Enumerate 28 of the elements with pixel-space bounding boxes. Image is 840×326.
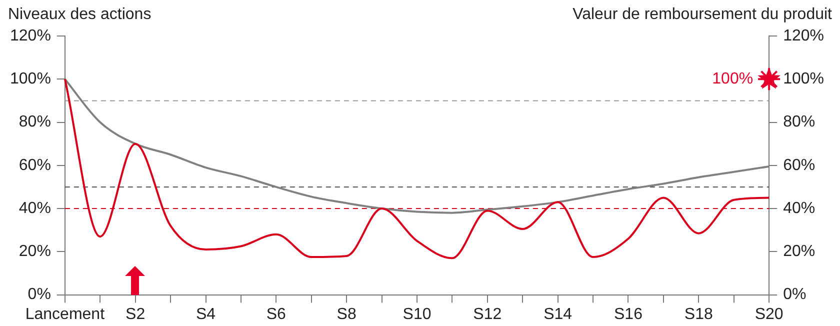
x-tick-label: S18 — [684, 306, 713, 323]
y-tick-label: 100% — [10, 70, 51, 88]
x-tick-label: S14 — [544, 306, 572, 323]
x-tick-label: S8 — [336, 306, 356, 323]
y2-tick-label: 120% — [783, 27, 824, 44]
y2-tick-label: 100% — [783, 70, 824, 88]
x-tick-label: S10 — [402, 306, 432, 323]
y2-tick-label: 80% — [783, 114, 816, 131]
data-label: 100% — [712, 70, 754, 88]
y-tick-label: 60% — [18, 156, 51, 174]
y-axis-title: Niveaux des actions — [8, 6, 152, 24]
x-tick-label: S4 — [196, 306, 216, 323]
y2-axis-title: Valeur de remboursement du produit — [572, 6, 832, 24]
y-tick-label: 20% — [18, 243, 51, 260]
x-tick-label: Lancement — [25, 306, 106, 323]
y2-tick-label: 0% — [783, 286, 806, 304]
x-tick-label: S6 — [266, 306, 286, 323]
x-tick-label: S20 — [754, 306, 784, 323]
x-tick-label: S2 — [126, 306, 146, 323]
y-tick-label: 0% — [28, 286, 51, 304]
y2-tick-label: 60% — [783, 156, 816, 174]
y-tick-label: 120% — [10, 27, 51, 44]
y2-tick-label: 20% — [783, 243, 816, 260]
y2-tick-label: 40% — [783, 200, 816, 217]
x-tick-label: S16 — [614, 306, 643, 323]
y-tick-label: 40% — [18, 200, 51, 217]
x-tick-label: S12 — [473, 306, 502, 323]
y-tick-label: 80% — [18, 114, 51, 131]
